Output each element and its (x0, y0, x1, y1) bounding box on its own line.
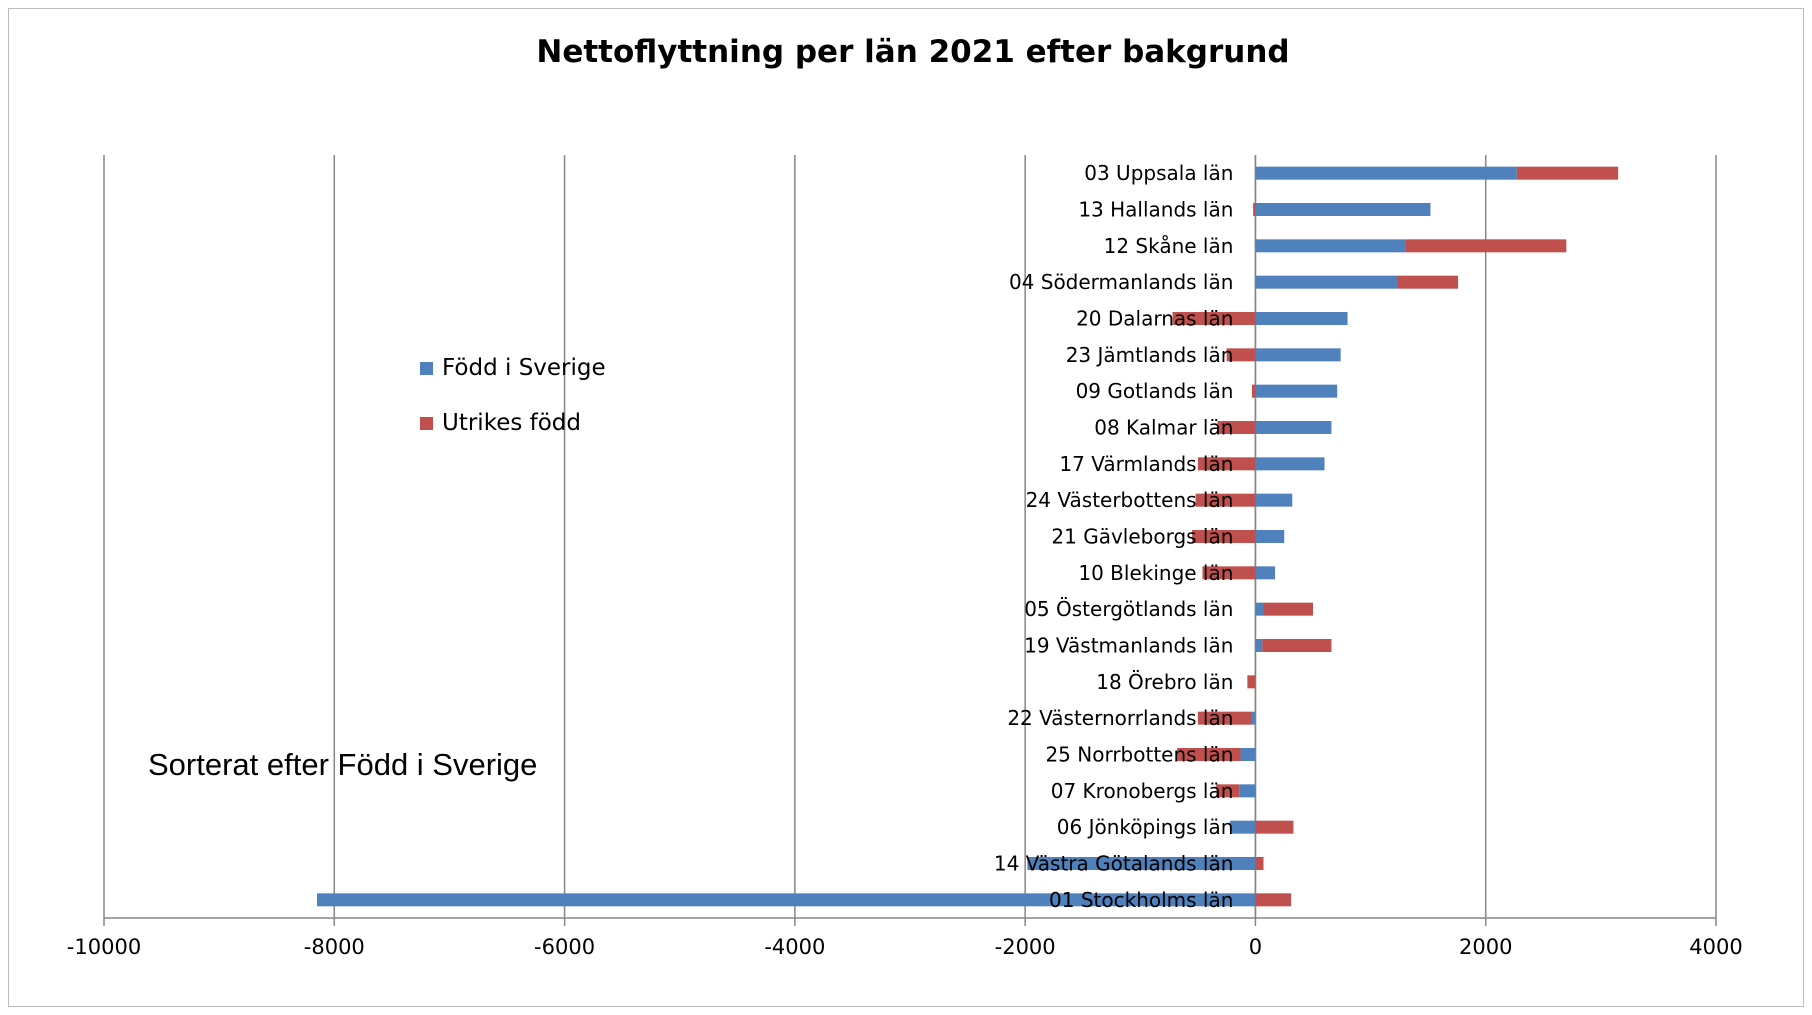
bar-utrikes-fodd (1192, 530, 1256, 543)
bar-utrikes-fodd (1255, 893, 1292, 907)
bar-utrikes-fodd (1262, 639, 1332, 652)
bar-fodd-i-sverige (1255, 384, 1338, 398)
bar-utrikes-fodd (1255, 857, 1264, 870)
category-label: 23 Jämtlands län (1066, 343, 1234, 367)
bar-utrikes-fodd (1216, 784, 1240, 798)
bar-fodd-i-sverige (317, 893, 1256, 907)
tick-label: -4000 (764, 935, 825, 959)
tick-label: 0 (1249, 935, 1262, 959)
legend-swatch (420, 417, 433, 430)
category-label: 08 Kalmar län (1094, 416, 1233, 440)
category-label: 05 Östergötlands län (1024, 597, 1233, 621)
category-label: 17 Värmlands län (1059, 452, 1233, 476)
bar-utrikes-fodd (1247, 675, 1256, 689)
legend: Född i Sverige Utrikes född (420, 355, 606, 436)
bar-fodd-i-sverige (1255, 493, 1293, 507)
bar-fodd-i-sverige (1255, 639, 1263, 652)
tick-label: -10000 (67, 935, 141, 959)
category-label: 12 Skåne län (1104, 234, 1234, 258)
bar-fodd-i-sverige (1255, 312, 1348, 325)
chart-title: Nettoflyttning per län 2021 efter bakgru… (536, 34, 1289, 70)
bar-utrikes-fodd (1177, 748, 1241, 761)
bar-fodd-i-sverige (1255, 602, 1264, 616)
bar-utrikes-fodd (1195, 493, 1256, 507)
category-label: 25 Norrbottens län (1045, 743, 1233, 767)
legend-label: Född i Sverige (442, 355, 606, 381)
bar-utrikes-fodd (1251, 384, 1256, 398)
bar-utrikes-fodd (1263, 602, 1313, 616)
bar-utrikes-fodd (1226, 348, 1256, 362)
bar-fodd-i-sverige (1255, 275, 1398, 289)
category-label: 09 Gotlands län (1076, 379, 1234, 403)
bar-fodd-i-sverige (1251, 711, 1256, 725)
bars (317, 166, 1619, 907)
bar-fodd-i-sverige (1255, 457, 1325, 471)
category-label: 24 Västerbottens län (1026, 488, 1234, 512)
sort-note: Sorterat efter Född i Sverige (148, 747, 537, 782)
legend-swatch (420, 362, 433, 375)
bar-utrikes-fodd (1197, 457, 1256, 471)
category-label: 20 Dalarnas län (1076, 307, 1233, 331)
bar-fodd-i-sverige (1255, 166, 1517, 180)
category-label: 22 Västernorrlands län (1007, 706, 1233, 730)
bar-fodd-i-sverige (1255, 239, 1406, 253)
bar-utrikes-fodd (1255, 820, 1294, 834)
bar-fodd-i-sverige (1230, 820, 1256, 834)
bar-utrikes-fodd (1202, 566, 1256, 580)
bar-fodd-i-sverige (1255, 566, 1276, 580)
category-label: 04 Södermanlands län (1009, 270, 1233, 294)
bar-fodd-i-sverige (1255, 530, 1285, 543)
tick-label: 4000 (1689, 935, 1742, 959)
bar-fodd-i-sverige (1239, 784, 1256, 798)
category-label: 07 Kronobergs län (1051, 779, 1234, 803)
category-label: 21 Gävleborgs län (1051, 525, 1233, 549)
legend-label: Utrikes född (442, 410, 581, 436)
category-label: 14 Västra Götalands län (994, 852, 1234, 876)
bar-utrikes-fodd (1253, 203, 1256, 216)
bar-fodd-i-sverige (1240, 748, 1256, 761)
bar-fodd-i-sverige (1027, 857, 1256, 870)
bar-fodd-i-sverige (1255, 348, 1341, 362)
category-label: 03 Uppsala län (1084, 161, 1233, 185)
bar-utrikes-fodd (1397, 275, 1459, 289)
bar-utrikes-fodd (1217, 421, 1256, 434)
tick-label: -6000 (534, 935, 595, 959)
tick-label: -2000 (995, 935, 1056, 959)
category-label: 13 Hallands län (1078, 198, 1233, 222)
category-label: 10 Blekinge län (1078, 561, 1233, 585)
category-label: 01 Stockholms län (1049, 888, 1233, 912)
category-label: 18 Örebro län (1096, 670, 1233, 694)
tick-label: -8000 (304, 935, 365, 959)
bar-utrikes-fodd (1405, 239, 1567, 253)
category-label: 06 Jönköpings län (1057, 815, 1234, 839)
category-label: 19 Västmanlands län (1024, 634, 1233, 658)
tick-label: 2000 (1459, 935, 1512, 959)
bar-utrikes-fodd (1172, 312, 1256, 325)
x-axis: -10000 -8000 -6000 -4000 -2000 0 2000 4000 (67, 918, 1743, 959)
bar-fodd-i-sverige (1255, 421, 1332, 434)
category-labels: 03 Uppsala län 13 Hallands län 12 Skåne lä… (994, 161, 1234, 912)
bar-fodd-i-sverige (1255, 203, 1431, 216)
gridlines (103, 155, 1717, 919)
bar-utrikes-fodd (1516, 166, 1619, 180)
bar-utrikes-fodd (1197, 711, 1252, 725)
